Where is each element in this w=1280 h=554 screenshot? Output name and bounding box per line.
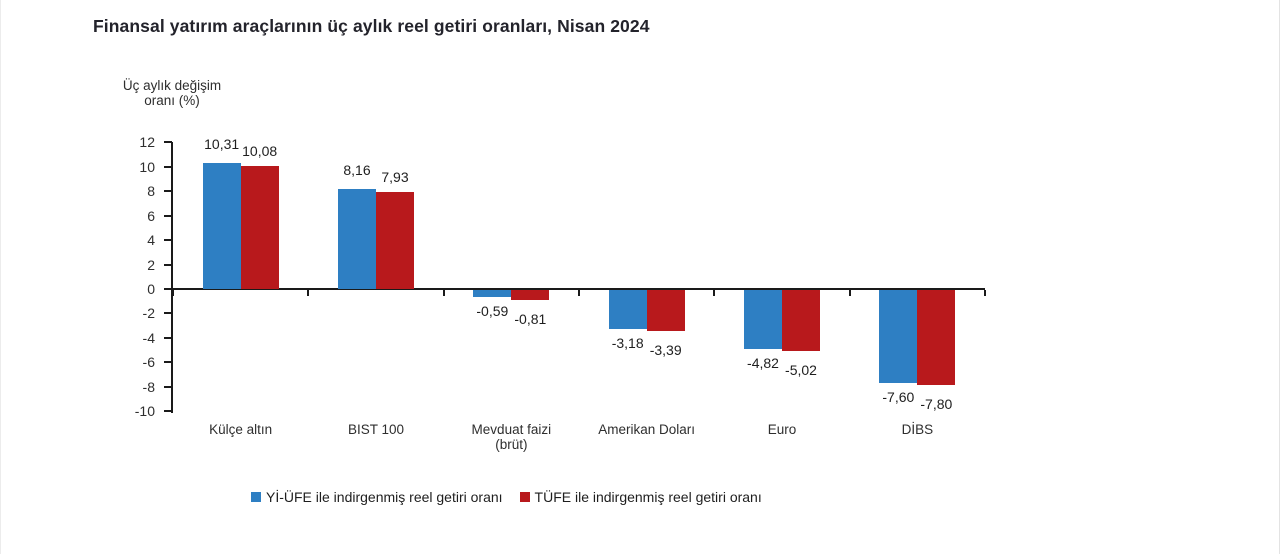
bar-di-bs-t-fe [917, 290, 956, 386]
legend-label: TÜFE ile indirgenmiş reel getiri oranı [534, 489, 762, 505]
y-tick-mark [164, 263, 172, 266]
x-tick-mark [578, 290, 580, 296]
legend-item-tufe: TÜFE ile indirgenmiş reel getiri oranı [519, 489, 762, 505]
y-tick-label: -10 [134, 403, 155, 420]
legend-item-yiufe: Yİ-ÜFE ile indirgenmiş reel getiri oranı [251, 489, 503, 505]
y-axis-line [171, 142, 173, 413]
legend-swatch-icon [251, 492, 261, 502]
bar-k-l-e-alt-n-yi-fe [202, 162, 241, 289]
x-tick-mark [442, 290, 445, 296]
category-label-line: DİBS [901, 422, 934, 437]
y-tick-label: 4 [147, 232, 155, 249]
y-tick-mark [164, 312, 172, 315]
y-tick-mark [164, 141, 172, 144]
y-axis-title: Üç aylık değişim oranı (%) [97, 78, 247, 108]
category-label-di-bs: DİBS [902, 422, 934, 437]
value-label-di-bs-yiufe: -7,60 [882, 388, 915, 405]
y-tick-label: 12 [139, 134, 155, 151]
bar-amerikan-dolar-yi-fe [608, 290, 647, 329]
category-label-mevduat-faizi-br-t: Mevduat faizi (brüt) [472, 422, 552, 452]
y-tick-mark [164, 214, 172, 217]
value-label-mevduat-faizi-br-t-tufe: -0,81 [514, 310, 547, 327]
value-label-bist-100-tufe: 7,93 [381, 169, 409, 186]
x-tick-mark [713, 290, 716, 296]
value-label-euro-yiufe: -4,82 [747, 354, 779, 371]
y-tick-label: -4 [142, 329, 155, 346]
bar-k-l-e-alt-n-t-fe [240, 165, 279, 289]
y-tick-label: -2 [142, 305, 155, 322]
y-tick-mark [164, 288, 172, 290]
bar-mevduat-faizi-br-t-t-fe [511, 290, 550, 300]
y-tick-label: 2 [147, 256, 155, 273]
category-label-line: Külçe altın [209, 422, 273, 437]
category-label-amerikan-dolar: Amerikan Doları [598, 422, 695, 437]
y-tick-mark [164, 385, 172, 388]
y-tick-label: 6 [147, 207, 155, 224]
bar-mevduat-faizi-br-t-yi-fe [473, 290, 512, 298]
bar-amerikan-dolar-t-fe [646, 290, 685, 332]
category-label-euro: Euro [768, 422, 797, 437]
value-label-mevduat-faizi-br-t-yiufe: -0,59 [476, 303, 509, 320]
value-label-euro-tufe: -5,02 [785, 362, 817, 379]
x-tick-mark [848, 290, 851, 296]
x-tick-mark [172, 290, 174, 296]
y-tick-label: 0 [147, 281, 155, 297]
bar-euro-yi-fe [744, 290, 782, 349]
y-tick-mark [164, 165, 172, 168]
y-tick-label: 10 [139, 158, 155, 175]
bar-di-bs-yi-fe [879, 290, 918, 383]
y-tick-label: -8 [142, 378, 155, 395]
y-tick-mark [164, 361, 172, 364]
category-label-line: Mevduat faizi [471, 422, 552, 437]
category-label-line: Amerikan Doları [598, 422, 696, 437]
category-label-k-l-e-alt-n: Külçe altın [209, 422, 272, 437]
legend-swatch-icon [519, 492, 530, 502]
bar-bist-100-yi-fe [338, 189, 376, 289]
value-label-amerikan-dolar-tufe: -3,39 [649, 342, 682, 359]
category-label-line: Euro [767, 422, 797, 437]
value-label-k-l-e-alt-n-yiufe: 10,31 [204, 135, 240, 152]
y-tick-mark [164, 410, 172, 413]
value-label-di-bs-tufe: -7,80 [920, 396, 953, 413]
y-axis-title-line2: oranı (%) [144, 93, 200, 108]
legend-label: Yİ-ÜFE ile indirgenmiş reel getiri oranı [266, 489, 503, 505]
y-tick-mark [164, 239, 172, 242]
chart-title: Finansal yatırım araçlarının üç aylık re… [93, 16, 650, 36]
bar-bist-100-t-fe [376, 192, 414, 289]
x-tick-mark [307, 290, 310, 296]
y-tick-label: 8 [147, 183, 155, 200]
y-tick-mark [164, 190, 172, 193]
value-label-amerikan-dolar-yiufe: -3,18 [611, 334, 644, 351]
category-label-line: (brüt) [495, 437, 528, 452]
y-tick-label: -6 [142, 354, 155, 371]
y-axis-title-line1: Üç aylık değişim [122, 78, 222, 93]
y-tick-mark [164, 336, 172, 339]
category-label-bist-100: BIST 100 [348, 422, 404, 437]
x-tick-mark [984, 290, 986, 296]
value-label-bist-100-yiufe: 8,16 [343, 162, 371, 179]
value-label-k-l-e-alt-n-tufe: 10,08 [242, 142, 278, 159]
legend: Yİ-ÜFE ile indirgenmiş reel getiri oranı… [251, 489, 762, 505]
x-axis-line [171, 288, 985, 290]
category-label-line: BIST 100 [347, 422, 405, 437]
bar-euro-t-fe [782, 290, 820, 352]
